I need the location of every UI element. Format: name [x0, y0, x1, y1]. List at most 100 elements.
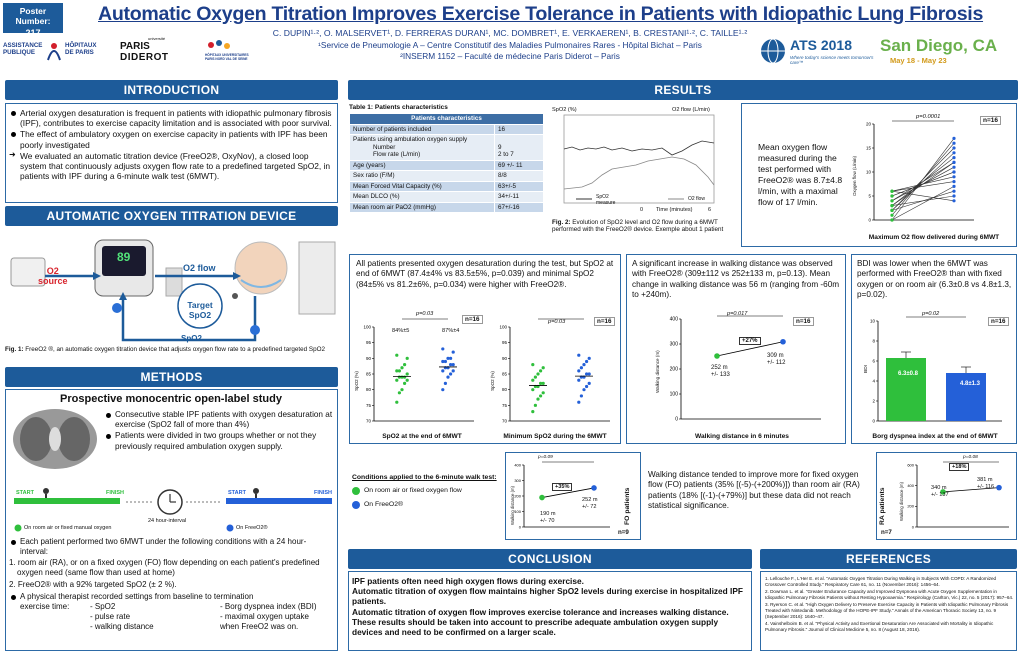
- point-freeo2: [952, 170, 956, 174]
- spo2-end-title: SpO2 at the end of 6MWT: [382, 433, 462, 440]
- point-room-air: [531, 378, 535, 382]
- walk-panel: A significant increase in walking distan…: [626, 254, 846, 444]
- fo-pt1-b: +/- 70: [540, 517, 555, 524]
- methods-bullets-top: Consecutive stable IPF patients with oxy…: [104, 410, 336, 453]
- row-label: Sex ratio (F/M): [349, 170, 495, 182]
- legend-room-air: On room air or fixed manual oxygen: [24, 525, 112, 531]
- bdi-chart: 0 2 4 6 8 10: [870, 316, 1002, 424]
- point-room-air: [395, 369, 399, 373]
- y-tick-label: 2: [872, 399, 875, 404]
- y-tick-label: 0: [912, 524, 915, 529]
- max-o2-chart: 0 5 10 15 20: [866, 120, 974, 223]
- legend-dot-green: [14, 524, 22, 532]
- point-freeo2: [996, 484, 1002, 491]
- ra-pt2: 381 m +/- 116: [977, 477, 994, 490]
- paris-line2: DIDEROT: [120, 52, 169, 63]
- point-freeo2: [585, 384, 589, 389]
- references-box: 1. Lellouche F., L'Her E. et al. "Automa…: [760, 571, 1017, 651]
- walk-track-2: [226, 498, 332, 504]
- introduction-box: Arterial oxygen desaturation is frequent…: [5, 103, 338, 203]
- point-freeo2: [585, 359, 589, 364]
- methods-condition-2: 2. FreeO2® with a 92% targeted SpO2 (± 2…: [9, 580, 177, 589]
- max-o2-ylabel: Oxygen flow (L/min): [852, 155, 857, 196]
- bichat-symbol-icon: [208, 40, 230, 49]
- point-room-air: [403, 363, 407, 367]
- point-freeo2: [952, 175, 956, 179]
- y-tick-label: 0: [519, 524, 522, 529]
- y-tick-label: 10: [870, 319, 876, 324]
- point-room-air: [890, 189, 894, 193]
- methods-bullets-bottom: Each patient performed two 6MWT under th…: [9, 537, 333, 557]
- spo2-min-n: n=16: [594, 317, 615, 326]
- spo2-end-n: n=16: [462, 315, 483, 324]
- poster-title: Automatic Oxygen Titration Improves Exer…: [98, 3, 984, 25]
- y-tick-label: 80: [366, 387, 372, 392]
- reference-2: 2. Dowman L. et al. "Greater Endurance C…: [765, 589, 1014, 600]
- y-axis-label: SpO2 (%): [354, 371, 359, 391]
- max-o2-title: Maximum O2 flow delivered during 6MWT: [868, 234, 1000, 241]
- y-tick-label: 6: [872, 359, 875, 364]
- paired-line: [891, 162, 955, 202]
- affiliation-2: ²INSERM 1152 – Faculté de médecine Paris…: [400, 51, 620, 61]
- paired-line: [891, 195, 955, 206]
- point-freeo2: [446, 375, 450, 379]
- ra-pt1-b: +/- 137: [931, 491, 949, 498]
- paired-line: [891, 186, 955, 221]
- device-diagram: [10, 239, 336, 342]
- bar-room-air: [886, 358, 926, 421]
- walk-pt1-b: +/- 133: [711, 372, 730, 378]
- point-freeo2: [582, 363, 586, 367]
- paired-line: [891, 181, 955, 192]
- point-room-air: [395, 353, 399, 357]
- aphp-logo: ASSISTANCE PUBLIQUE HÔPITAUX DE PARIS: [3, 40, 113, 64]
- row-value: 67+/-16: [494, 201, 544, 213]
- point-room-air: [714, 353, 720, 359]
- y-tick-label: 300: [514, 478, 521, 483]
- walk-title: Walking distance in 6 minutes: [695, 433, 789, 440]
- y-tick-label: 400: [907, 483, 914, 488]
- point-room-air: [403, 381, 407, 385]
- y-tick-label: 100: [670, 392, 679, 398]
- methods-subtitle: Prospective monocentric open-label study: [60, 393, 282, 405]
- y-tick-label: 4: [872, 379, 875, 384]
- y-tick-label: 400: [670, 317, 679, 323]
- conditions-legend: Conditions applied to the 6-minute walk …: [352, 474, 502, 510]
- fig2-o2-line: [563, 156, 715, 190]
- y-tick-label: 15: [866, 146, 872, 151]
- bichat-logo: HÔPITAUX UNIVERSITAIRES PARIS NORD VAL D…: [205, 38, 253, 66]
- walk-pct: +27%: [739, 337, 761, 345]
- o2-source-label: O2 source: [38, 266, 68, 286]
- methods-bullet-1: Consecutive stable IPF patients with oxy…: [104, 410, 336, 430]
- point-room-air: [405, 372, 409, 376]
- paris-diderot-logo: université PARIS DIDEROT: [120, 36, 180, 66]
- exercise-time-label: exercise time:: [20, 602, 70, 611]
- row-label-group: Patients using ambulation oxygen supply N…: [349, 134, 495, 161]
- ra-p: p=0.08: [963, 455, 978, 460]
- aphp-text-left: ASSISTANCE PUBLIQUE: [3, 42, 42, 56]
- walk-text: A significant increase in walking distan…: [632, 259, 840, 299]
- conclusion-line-1: IPF patients often need high oxygen flow…: [352, 576, 584, 586]
- device-heading: AUTOMATIC OXYGEN TITRATION DEVICE: [46, 209, 297, 223]
- spo2-min-chart: 70 75 80 85 90 95 100 SpO2 (%): [490, 318, 610, 424]
- fig2-ylabel-right: O2 flow (L/min): [672, 107, 710, 113]
- y-axis-label: SpO2 (%): [490, 371, 495, 391]
- ra-panel: 0 200 400 600 RA patients n=7 Walking dista…: [876, 452, 1017, 540]
- methods-bullet-4: A physical therapist recorded settings f…: [9, 592, 333, 602]
- patient-photo: [298, 241, 336, 315]
- reference-3: 3. Ryerson C. et al. "High Oxygen Delive…: [765, 602, 1009, 619]
- fig2-spo2-line: [563, 140, 715, 156]
- fig2-legend-o2: O2 flow: [688, 196, 705, 202]
- poster-number: 217: [25, 28, 41, 38]
- point-room-air: [890, 194, 894, 198]
- point-freeo2: [441, 347, 445, 351]
- bdi-text: BDI was lower when the 6MWT was performe…: [857, 259, 1012, 299]
- point-freeo2: [577, 378, 581, 382]
- introduction-heading: INTRODUCTION: [123, 83, 220, 97]
- spo2-min-p: p=0.03: [548, 319, 566, 325]
- y-tick-label: 85: [366, 372, 372, 377]
- methods-banner: METHODS: [5, 367, 338, 387]
- affiliation-1: ¹Service de Pneumologie A – Centre Const…: [318, 40, 702, 50]
- mean-change-line: [716, 341, 784, 357]
- point-room-air: [541, 391, 545, 395]
- fo-text: Walking distance tended to improve more …: [648, 470, 860, 511]
